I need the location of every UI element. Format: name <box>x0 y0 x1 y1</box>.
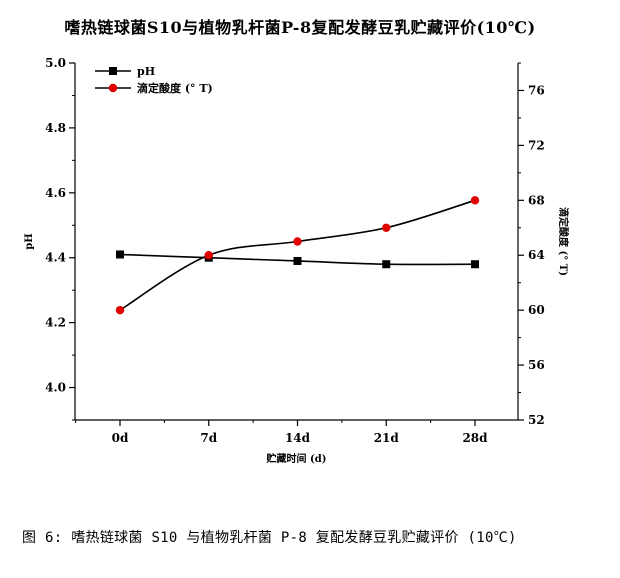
series-2-marker <box>470 196 480 205</box>
series-2-marker <box>204 251 213 260</box>
x-tick-label: 0d <box>112 431 129 445</box>
y-left-tick-label: 4.2 <box>45 316 66 330</box>
y-left-tick-label: 4.0 <box>45 381 66 395</box>
x-tick-label: 7d <box>200 431 217 445</box>
series-line-2 <box>119 199 476 311</box>
series-1-marker <box>293 256 302 265</box>
y-right-tick-label: 64 <box>528 248 545 262</box>
y-right-tick-label: 56 <box>528 358 545 372</box>
figure-caption: 图 6: 嗜热链球菌 S10 与植物乳杆菌 P-8 复配发酵豆乳贮藏评价 (10… <box>22 530 517 546</box>
series-1-marker <box>116 250 124 259</box>
legend-label-2: 滴定酸度 (° T) <box>137 81 213 95</box>
y-right-tick-label: 72 <box>528 138 545 152</box>
y-left-tick-label: 4.4 <box>45 251 66 265</box>
series-1-marker <box>471 260 479 269</box>
legend-label-1: pH <box>137 65 155 78</box>
y-right-tick-label: 76 <box>528 83 545 97</box>
x-tick-label: 21d <box>374 431 400 445</box>
series-2-marker <box>293 237 302 246</box>
y-left-tick-label: 5.0 <box>45 56 66 70</box>
y-right-tick-label: 68 <box>528 193 545 207</box>
series-1-marker <box>382 260 391 269</box>
chart-title: 嗜热链球菌S10与植物乳杆菌P-8复配发酵豆乳贮藏评价(10℃) <box>64 18 536 37</box>
x-tick-label: 28d <box>462 431 488 445</box>
series-2-marker <box>382 223 391 232</box>
y-left-axis-label: pH <box>24 233 35 249</box>
legend-marker-1 <box>109 67 117 75</box>
y-left-tick-label: 4.8 <box>45 121 66 135</box>
y-right-tick-label: 52 <box>528 413 545 427</box>
y-right-axis-label: 滴定酸度 (° T) <box>557 207 570 276</box>
y-right-tick-label: 60 <box>528 303 545 317</box>
series-2-marker <box>115 305 125 315</box>
x-axis-label: 贮藏时间 (d) <box>266 452 327 465</box>
x-tick-label: 14d <box>285 431 311 445</box>
chart: 4.0 4.2 4.4 4.6 4.8 5.0 52 56 60 64 68 72 76 0d 7d 14d 2… <box>24 30 570 465</box>
legend-marker-2 <box>108 83 118 93</box>
y-left-tick-label: 4.6 <box>45 186 66 200</box>
